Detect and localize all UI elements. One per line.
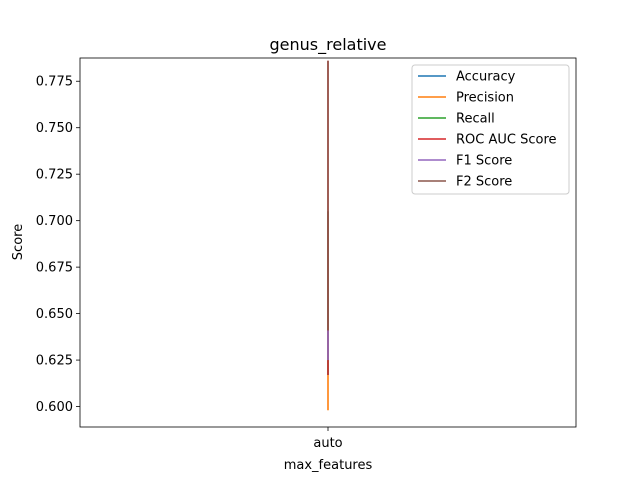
legend-label-precision: Precision [456, 91, 514, 106]
y-tick-label: 0.700 [36, 214, 73, 229]
legend-label-f1-score: F1 Score [456, 154, 512, 169]
y-axis-label: Score [11, 224, 26, 260]
y-axis: 0.600 0.625 0.650 0.675 0.700 0.725 0.750 0.775 [36, 75, 80, 415]
y-tick-label: 0.725 [36, 168, 73, 183]
y-tick-label: 0.750 [36, 121, 73, 136]
y-tick-label: 0.675 [36, 261, 73, 276]
y-tick-label: 0.775 [36, 75, 73, 90]
legend-frame [411, 64, 570, 195]
x-axis-label: max_features [284, 458, 373, 473]
chart-title: genus_relative [270, 35, 387, 55]
legend-label-accuracy: Accuracy [456, 70, 516, 85]
x-tick-label: auto [313, 436, 342, 451]
legend-label-roc-auc-score: ROC AUC Score [456, 133, 557, 148]
legend: Accuracy Precision Recall ROC AUC Score F1 S… [411, 64, 570, 195]
y-tick-label: 0.650 [36, 307, 73, 322]
legend-label-recall: Recall [456, 112, 495, 127]
y-tick-label: 0.625 [36, 354, 73, 369]
legend-label-f2-score: F2 Score [456, 175, 512, 190]
x-axis: auto [313, 427, 343, 451]
y-tick-label: 0.600 [36, 400, 73, 415]
